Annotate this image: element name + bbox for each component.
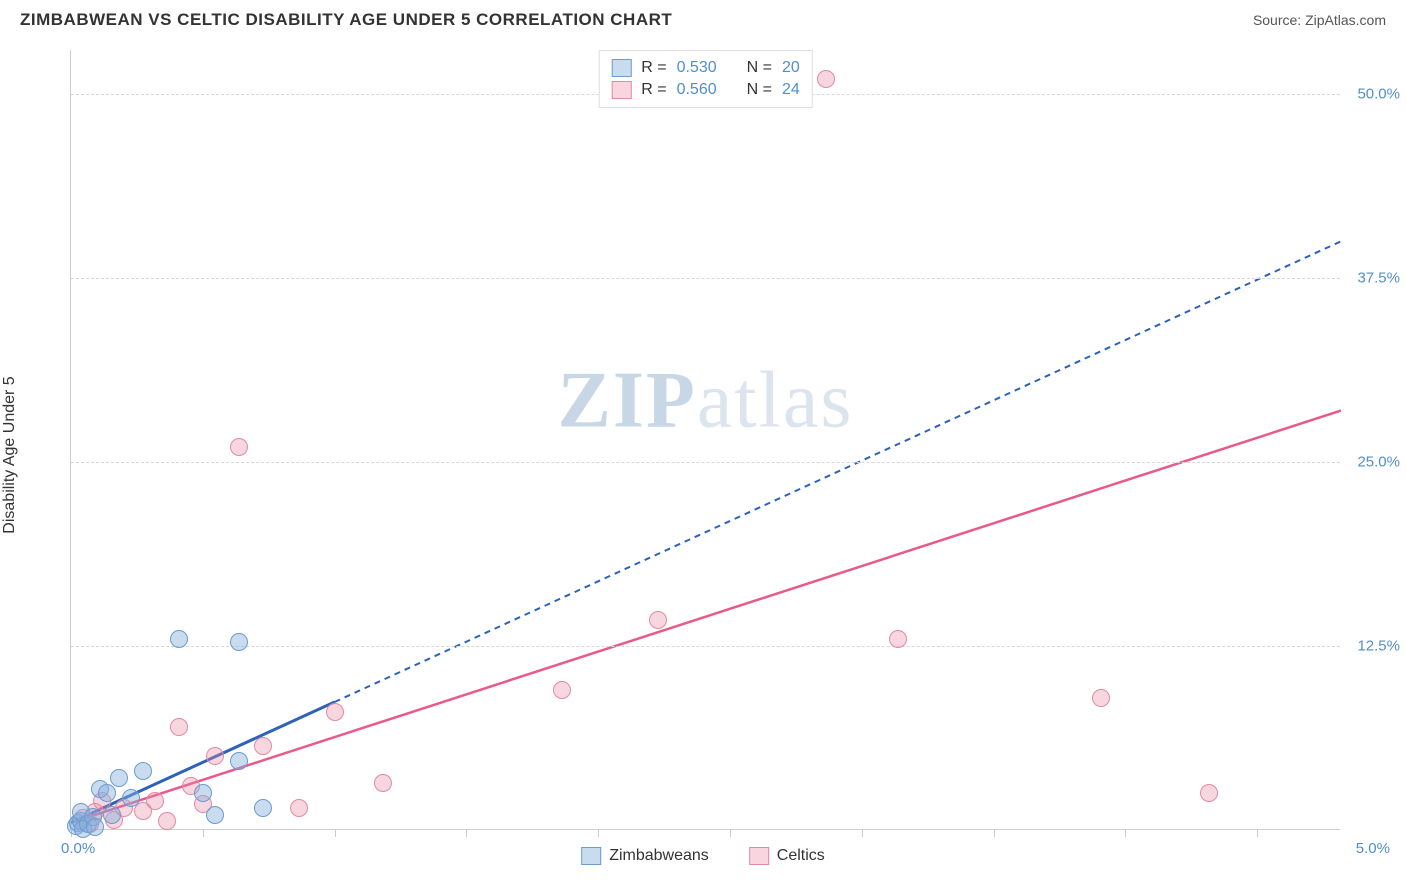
n-label-c: N = [747, 81, 772, 99]
source-name: ZipAtlas.com [1305, 12, 1386, 28]
correlation-legend: R = 0.530 N = 20 R = 0.560 N = 24 [598, 50, 813, 108]
correlation-row-celtics: R = 0.560 N = 24 [611, 79, 800, 101]
y-tick-label: 25.0% [1357, 454, 1400, 471]
y-gridline [71, 462, 1340, 463]
n-value-z: 20 [782, 59, 800, 77]
watermark: ZIPatlas [558, 355, 854, 446]
scatter-point-celtics [553, 681, 571, 699]
swatch-celtics [611, 81, 631, 99]
x-tick-label-origin: 0.0% [61, 840, 95, 857]
watermark-rest: atlas [697, 356, 854, 444]
series-legend: Zimbabweans Celtics [581, 847, 825, 865]
x-tick [994, 829, 995, 837]
legend-item-zimbabweans: Zimbabweans [581, 847, 709, 865]
x-tick [1257, 829, 1258, 837]
scatter-point-celtics [889, 630, 907, 648]
x-tick [862, 829, 863, 837]
scatter-point-celtics [649, 611, 667, 629]
n-value-c: 24 [782, 81, 800, 99]
scatter-point-zimbabweans [194, 784, 212, 802]
scatter-point-celtics [158, 812, 176, 830]
scatter-point-celtics [290, 799, 308, 817]
x-tick [598, 829, 599, 837]
scatter-point-zimbabweans [230, 633, 248, 651]
r-value-c: 0.560 [677, 81, 717, 99]
x-tick [730, 829, 731, 837]
scatter-point-celtics [170, 718, 188, 736]
chart-title: ZIMBABWEAN VS CELTIC DISABILITY AGE UNDE… [20, 10, 672, 30]
scatter-point-zimbabweans [254, 799, 272, 817]
r-value-z: 0.530 [677, 59, 717, 77]
watermark-bold: ZIP [558, 356, 697, 444]
scatter-point-zimbabweans [170, 630, 188, 648]
y-gridline [71, 278, 1340, 279]
x-tick-label-end: 5.0% [1356, 840, 1390, 857]
scatter-point-zimbabweans [103, 806, 121, 824]
swatch-zimbabweans-bottom [581, 847, 601, 865]
n-label-z: N = [747, 59, 772, 77]
legend-label-celtics: Celtics [777, 847, 825, 865]
scatter-point-celtics [146, 792, 164, 810]
r-label-z: R = [641, 59, 666, 77]
x-tick [335, 829, 336, 837]
scatter-point-celtics [206, 747, 224, 765]
scatter-point-celtics [374, 774, 392, 792]
legend-label-zimbabweans: Zimbabweans [609, 847, 709, 865]
source-prefix: Source: [1253, 12, 1305, 28]
y-axis-label: Disability Age Under 5 [1, 376, 19, 533]
scatter-point-zimbabweans [86, 818, 104, 836]
scatter-point-celtics [1092, 689, 1110, 707]
chart-source: Source: ZipAtlas.com [1253, 12, 1386, 28]
scatter-point-zimbabweans [110, 769, 128, 787]
correlation-row-zimbabweans: R = 0.530 N = 20 [611, 57, 800, 79]
scatter-point-zimbabweans [98, 784, 116, 802]
scatter-point-zimbabweans [134, 762, 152, 780]
swatch-zimbabweans [611, 59, 631, 77]
scatter-point-celtics [254, 737, 272, 755]
y-tick-label: 50.0% [1357, 86, 1400, 103]
scatter-point-celtics [326, 703, 344, 721]
scatter-point-zimbabweans [122, 789, 140, 807]
y-tick-label: 37.5% [1357, 270, 1400, 287]
y-gridline [71, 646, 1340, 647]
trend-lines [71, 50, 1341, 830]
x-tick [466, 829, 467, 837]
plot-area: ZIPatlas R = 0.530 N = 20 R = 0.560 N = … [70, 50, 1340, 830]
swatch-celtics-bottom [749, 847, 769, 865]
scatter-point-celtics [1200, 784, 1218, 802]
scatter-point-celtics [817, 70, 835, 88]
scatter-point-zimbabweans [230, 752, 248, 770]
legend-item-celtics: Celtics [749, 847, 825, 865]
scatter-point-celtics [230, 438, 248, 456]
x-tick [203, 829, 204, 837]
scatter-point-zimbabweans [206, 806, 224, 824]
chart-header: ZIMBABWEAN VS CELTIC DISABILITY AGE UNDE… [0, 0, 1406, 30]
x-tick [1125, 829, 1126, 837]
y-tick-label: 12.5% [1357, 638, 1400, 655]
r-label-c: R = [641, 81, 666, 99]
chart-container: Disability Age Under 5 ZIPatlas R = 0.53… [20, 40, 1386, 870]
